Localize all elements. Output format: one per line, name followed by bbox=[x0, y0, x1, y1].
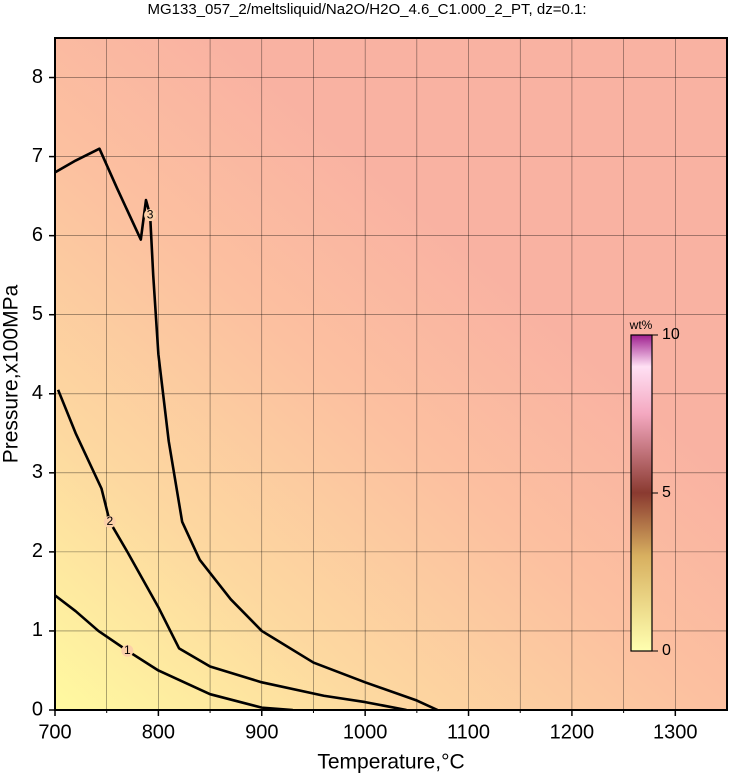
y-tick-label: 3 bbox=[32, 461, 43, 483]
colorbar bbox=[630, 334, 653, 652]
y-tick-label: 1 bbox=[32, 619, 43, 641]
y-tick-label: 4 bbox=[32, 382, 43, 404]
y-tick-label: 2 bbox=[32, 540, 43, 562]
y-tick-label: 5 bbox=[32, 303, 43, 325]
contour-line bbox=[56, 389, 407, 710]
chart-title: MG133_057_2/meltsliquid/Na2O/H2O_4.6_C1.… bbox=[147, 1, 586, 18]
x-tick-label: 900 bbox=[245, 721, 278, 743]
contour-label-bg bbox=[121, 644, 134, 657]
x-tick-label: 1200 bbox=[550, 721, 595, 743]
y-tick-label: 0 bbox=[32, 698, 43, 720]
colorbar-tick-label: 5 bbox=[662, 484, 671, 501]
contour-line bbox=[55, 594, 293, 710]
x-axis-label: Temperature,°C bbox=[317, 751, 464, 774]
colorbar-tick-label: 0 bbox=[662, 642, 671, 659]
x-tick-label: 800 bbox=[142, 721, 175, 743]
plot-frame bbox=[54, 37, 728, 711]
x-tick-label: 1000 bbox=[343, 721, 388, 743]
y-axis-label: Pressure,x100MPa bbox=[0, 284, 23, 463]
y-tick-label: 6 bbox=[32, 224, 43, 246]
contour-label: 2 bbox=[106, 514, 113, 528]
contour-label-bg bbox=[103, 515, 116, 528]
plot-background bbox=[55, 38, 727, 710]
x-tick-label: 1300 bbox=[653, 721, 698, 743]
contour-label: 3 bbox=[147, 207, 154, 221]
contour-line bbox=[55, 147, 439, 710]
y-tick-label: 7 bbox=[32, 145, 43, 167]
y-tick-label: 8 bbox=[32, 66, 43, 88]
colorbar-tick-label: 10 bbox=[662, 326, 680, 343]
colorbar-label: wt% bbox=[629, 318, 653, 332]
x-tick-label: 1100 bbox=[447, 721, 490, 743]
contour-label-bg bbox=[144, 209, 157, 222]
contour-label: 1 bbox=[124, 643, 131, 657]
x-tick-label: 700 bbox=[38, 721, 71, 743]
